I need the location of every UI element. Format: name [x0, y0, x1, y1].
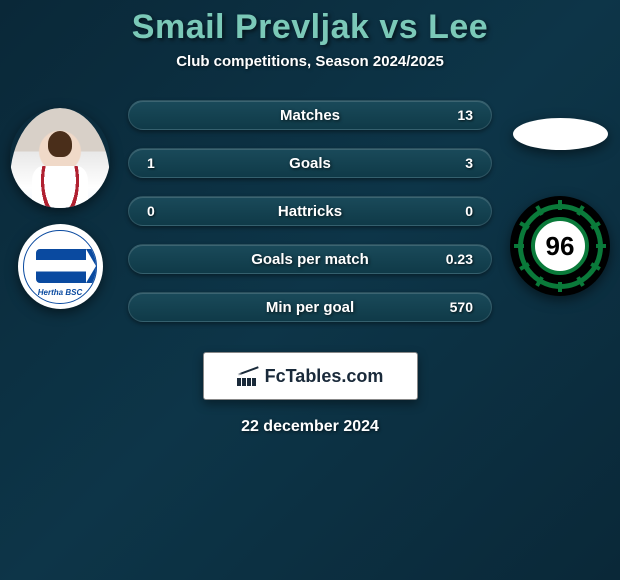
hannover-ticks-icon: [510, 196, 610, 296]
club-left-badge: Hertha BSC: [18, 224, 103, 309]
stat-row-hattricks: 0 Hattricks 0: [128, 196, 492, 226]
stat-label: Goals per match: [129, 251, 491, 268]
bar-chart-icon: [237, 366, 259, 386]
stat-row-goals-per-match: Goals per match 0.23: [128, 244, 492, 274]
player-right-avatar: [513, 118, 608, 150]
brand-text: FcTables.com: [265, 366, 384, 387]
stat-row-min-per-goal: Min per goal 570: [128, 292, 492, 322]
stat-label: Hattricks: [129, 203, 491, 220]
hertha-text: Hertha BSC: [24, 288, 96, 297]
stat-row-matches: Matches 13: [128, 100, 492, 130]
brand-box[interactable]: FcTables.com: [203, 352, 418, 400]
stat-label: Min per goal: [129, 299, 491, 316]
footer-date: 22 december 2024: [0, 418, 620, 436]
stats-column: Matches 13 1 Goals 3 0 Hattricks 0 Goals…: [120, 100, 500, 322]
player-left-avatar: [10, 108, 110, 208]
hertha-logo-icon: Hertha BSC: [23, 230, 97, 304]
page-title: Smail Prevljak vs Lee: [0, 8, 620, 47]
stat-label: Matches: [129, 107, 491, 124]
club-right-badge: 96: [510, 196, 610, 296]
player-photo-icon: [10, 108, 110, 208]
right-column: 96: [500, 100, 620, 296]
left-column: Hertha BSC: [0, 100, 120, 309]
comparison-card: Smail Prevljak vs Lee Club competitions,…: [0, 0, 620, 436]
page-subtitle: Club competitions, Season 2024/2025: [0, 53, 620, 70]
stat-label: Goals: [129, 155, 491, 172]
stat-row-goals: 1 Goals 3: [128, 148, 492, 178]
main-row: Hertha BSC Matches 13 1 Goals 3 0 Hattri…: [0, 100, 620, 322]
